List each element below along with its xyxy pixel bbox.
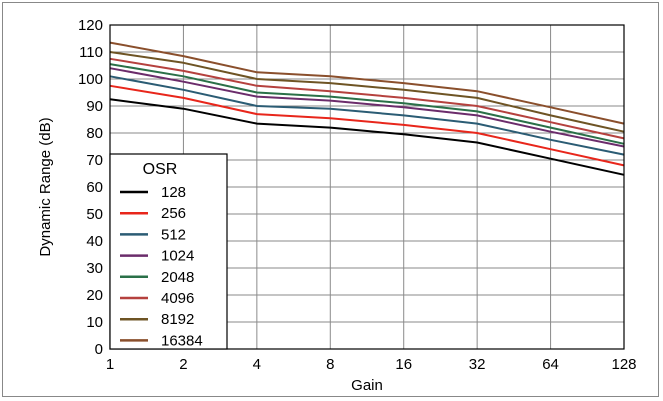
legend-label: 128 (161, 184, 186, 201)
legend-title: OSR (143, 161, 178, 178)
y-tick-label: 80 (86, 125, 103, 142)
y-tick-label: 0 (95, 341, 103, 358)
y-tick-label: 60 (86, 179, 103, 196)
x-axis-label: Gain (351, 377, 383, 394)
legend-label: 4096 (161, 290, 194, 307)
y-tick-label: 90 (86, 98, 103, 115)
x-tick-label: 128 (611, 356, 636, 373)
x-tick-label: 32 (469, 356, 486, 373)
series-line-128 (109, 98, 625, 176)
series-line-1024 (109, 67, 625, 148)
x-tick-label: 8 (326, 356, 334, 373)
y-tick-labels: 0 10 20 30 40 50 60 70 80 90 100 110 120 (78, 17, 103, 358)
y-tick-label: 50 (86, 206, 103, 223)
y-tick-label: 110 (79, 44, 103, 61)
series-line-16384 (109, 41, 625, 125)
y-axis-label: Dynamic Range (dB) (37, 117, 54, 256)
x-tick-label: 2 (179, 356, 187, 373)
y-tick-label: 10 (86, 314, 103, 331)
series-line-2048 (109, 63, 625, 145)
y-tick-label: 20 (86, 287, 103, 304)
x-tick-label: 64 (542, 356, 559, 373)
legend-label: 256 (161, 205, 186, 222)
legend-label: 1024 (161, 248, 194, 265)
x-tick-labels: 1 2 4 8 16 32 64 128 (106, 356, 637, 373)
series-line-256 (109, 84, 625, 167)
x-tick-label: 4 (253, 356, 261, 373)
y-tick-label: 100 (78, 71, 103, 88)
legend-items: 128 256 512 1024 2048 4096 8192 16384 (120, 184, 203, 349)
series-line-8192 (109, 51, 625, 133)
x-tick-label: 16 (395, 356, 412, 373)
legend: OSR 128 256 512 1024 2048 4096 8192 16384 (109, 153, 228, 350)
legend-label: 8192 (161, 311, 194, 328)
legend-label: 16384 (161, 332, 203, 349)
series-lines (109, 41, 625, 176)
chart-frame (2, 2, 659, 397)
y-tick-label: 30 (86, 260, 103, 277)
series-line-4096 (109, 57, 625, 140)
legend-label: 2048 (161, 269, 194, 286)
x-tick-label: 1 (106, 356, 114, 373)
legend-label: 512 (161, 226, 186, 243)
legend-box (109, 153, 228, 350)
y-tick-label: 70 (86, 152, 103, 169)
series-line-512 (109, 75, 625, 156)
y-tick-label: 40 (86, 233, 103, 250)
y-tick-label: 120 (78, 17, 103, 34)
